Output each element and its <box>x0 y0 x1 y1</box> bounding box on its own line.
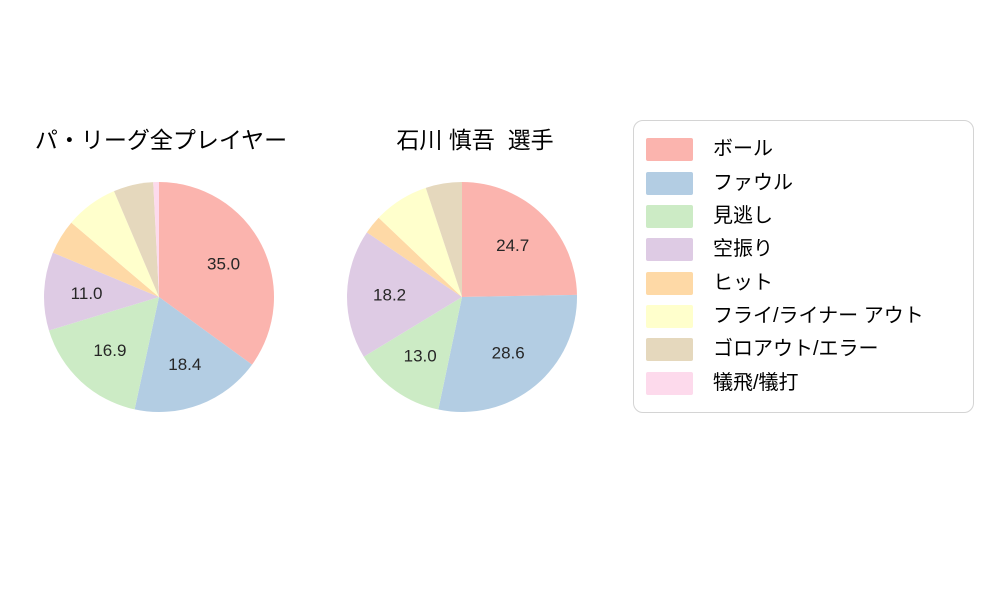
legend-label: 見逃し <box>713 204 773 227</box>
legend-swatch <box>646 138 693 162</box>
pie-slice-2 <box>363 297 462 410</box>
pie-slice-6 <box>113 182 159 297</box>
pie-value-label: 35.0 <box>207 255 240 274</box>
pie-value-label: 18.2 <box>373 286 406 305</box>
legend-item: ゴロアウト/エラー <box>634 338 973 362</box>
legend: ボールファウル見逃し空振りヒットフライ/ライナー アウト ゴロアウト/エラー 犠飛/… <box>633 120 974 413</box>
pie-value-label: 18.4 <box>168 355 201 374</box>
legend-label: 空振り <box>713 238 773 261</box>
pie-value-label: 13.0 <box>404 347 437 366</box>
pie-chart-left: 35.0 18.4 16.9 11.0 <box>44 182 275 413</box>
legend-swatch <box>646 204 693 228</box>
legend-item: フライ/ライナー アウト <box>634 304 973 328</box>
legend-swatch <box>646 338 693 362</box>
pie-chart-right: 24.7 28.6 13.0 18.2 <box>347 182 578 413</box>
pie-slice-5 <box>378 187 462 297</box>
legend-item: 見逃し <box>634 204 973 228</box>
pie-slice-0 <box>159 182 275 365</box>
pie-title-left: パ・リーグ全プレイヤー <box>34 127 288 153</box>
legend-item: ファウル <box>634 171 973 195</box>
pie-slice-0 <box>462 182 577 297</box>
legend-label: ボール <box>713 138 773 161</box>
legend-label: 犠飛/犠打 <box>713 371 799 394</box>
pie-slice-4 <box>52 222 159 297</box>
legend-label: ゴロアウト/エラー <box>713 338 879 361</box>
legend-swatch <box>646 238 693 262</box>
pie-slice-3 <box>44 252 160 331</box>
pie-slice-7 <box>153 182 159 297</box>
pie-value-label: 28.6 <box>492 343 525 362</box>
pie-value-label: 11.0 <box>71 284 103 303</box>
pie-title-right: 石川 慎吾 選手 <box>396 127 554 153</box>
legend-label: フライ/ライナー アウト <box>713 304 924 327</box>
pie-slice-5 <box>71 191 159 297</box>
pie-value-label: 16.9 <box>93 341 126 360</box>
legend-swatch <box>646 304 693 328</box>
legend-item: ボール <box>634 138 973 162</box>
pie-slice-2 <box>48 297 160 410</box>
legend-label: ファウル <box>713 171 793 194</box>
legend-swatch <box>646 371 693 395</box>
legend-item: 犠飛/犠打 <box>634 371 973 395</box>
pie-value-label: 24.7 <box>496 236 529 255</box>
legend-swatch <box>646 271 693 295</box>
legend-label: ヒット <box>713 271 773 294</box>
pie-slice-4 <box>366 217 462 297</box>
pie-slice-6 <box>425 182 462 297</box>
pie-slice-1 <box>134 297 253 413</box>
legend-item: 空振り <box>634 238 973 262</box>
pie-slice-1 <box>438 294 578 413</box>
legend-swatch <box>646 171 693 195</box>
pie-slice-3 <box>347 232 462 357</box>
legend-item: ヒット <box>634 271 973 295</box>
